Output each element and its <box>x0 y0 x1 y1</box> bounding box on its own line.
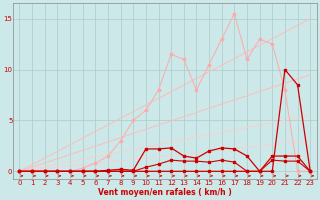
X-axis label: Vent moyen/en rafales ( km/h ): Vent moyen/en rafales ( km/h ) <box>98 188 232 197</box>
